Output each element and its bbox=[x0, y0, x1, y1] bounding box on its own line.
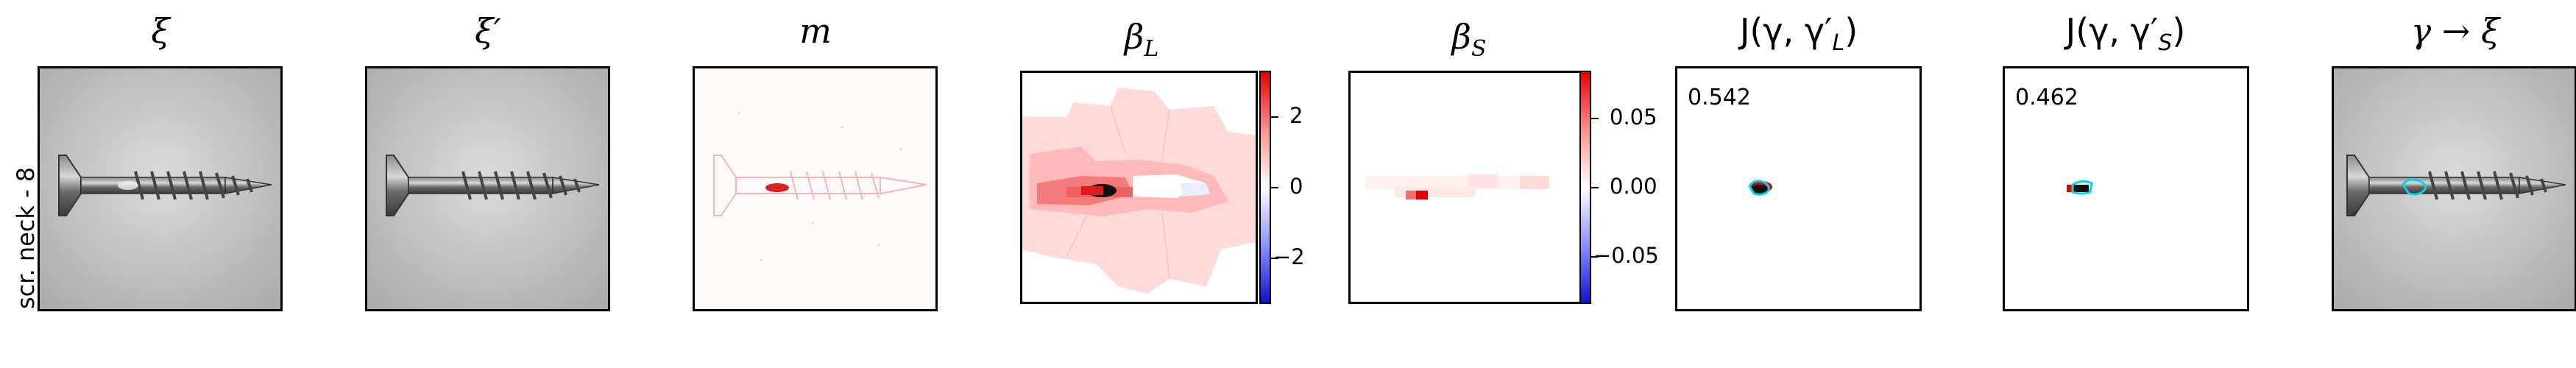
screw-shape bbox=[386, 155, 600, 216]
colorbar-beta-l-tick-label: 2 bbox=[1289, 103, 1303, 128]
colorbar-beta-s-tick-label: 0.00 bbox=[1610, 174, 1657, 199]
colorbar-beta-s-tick bbox=[1591, 187, 1599, 188]
screw-shape bbox=[58, 155, 272, 216]
image-xi bbox=[38, 66, 283, 311]
title-beta-l: βL bbox=[1124, 17, 1159, 63]
image-overlay bbox=[2332, 66, 2576, 311]
title-xi-prime: ξ′ bbox=[475, 11, 501, 51]
title-m: m bbox=[799, 11, 832, 51]
predicted-region-outline bbox=[2402, 178, 2427, 196]
image-xi-prime bbox=[365, 66, 610, 311]
map-m bbox=[693, 66, 938, 311]
title-xi: ξ bbox=[151, 11, 170, 51]
title-beta-s: βS bbox=[1451, 17, 1487, 63]
jaccard-l-panel: 0.542 bbox=[1675, 66, 1922, 311]
colorbar-beta-l-tick-label: 0 bbox=[1289, 174, 1303, 199]
map-beta-s bbox=[1348, 71, 1586, 304]
colorbar-beta-l-tick bbox=[1271, 116, 1278, 118]
screw-image-xi-prime bbox=[367, 68, 608, 309]
jaccard-s-panel: 0.462 bbox=[2003, 66, 2249, 311]
title-jaccard-s: J(γ, γ′S) bbox=[2065, 11, 2186, 57]
colorbar-beta-s-tick-label: 0.05 bbox=[1610, 105, 1657, 130]
colorbar-beta-s-tick bbox=[1591, 256, 1599, 258]
colorbar-beta-s-tick bbox=[1591, 118, 1599, 119]
beta-s-map bbox=[1351, 73, 1584, 302]
colorbar-beta-s-tick-label: −0.05 bbox=[1593, 243, 1659, 268]
jaccard-s-mask bbox=[2067, 180, 2093, 195]
map-beta-l bbox=[1020, 71, 1258, 304]
title-overlay: γ → ξ bbox=[2410, 11, 2500, 51]
colorbar-beta-l-tick bbox=[1271, 187, 1278, 188]
title-jaccard-l: J(γ, γ′L) bbox=[1739, 11, 1858, 57]
overlay-image bbox=[2334, 68, 2575, 309]
colorbar-beta-s bbox=[1579, 71, 1591, 304]
jaccard-s-score: 0.462 bbox=[2015, 85, 2078, 110]
jaccard-l-score: 0.542 bbox=[1688, 85, 1751, 110]
jaccard-l-mask bbox=[1748, 180, 1772, 196]
colorbar-beta-l-tick-label: −2 bbox=[1273, 244, 1305, 269]
row-label: scr. neck - 8 bbox=[12, 166, 40, 309]
beta-l-map bbox=[1022, 73, 1256, 302]
difference-map bbox=[695, 68, 935, 309]
colorbar-beta-l bbox=[1259, 71, 1271, 304]
screw-image-xi bbox=[40, 68, 280, 309]
colorbar-beta-l-tick bbox=[1271, 258, 1278, 259]
